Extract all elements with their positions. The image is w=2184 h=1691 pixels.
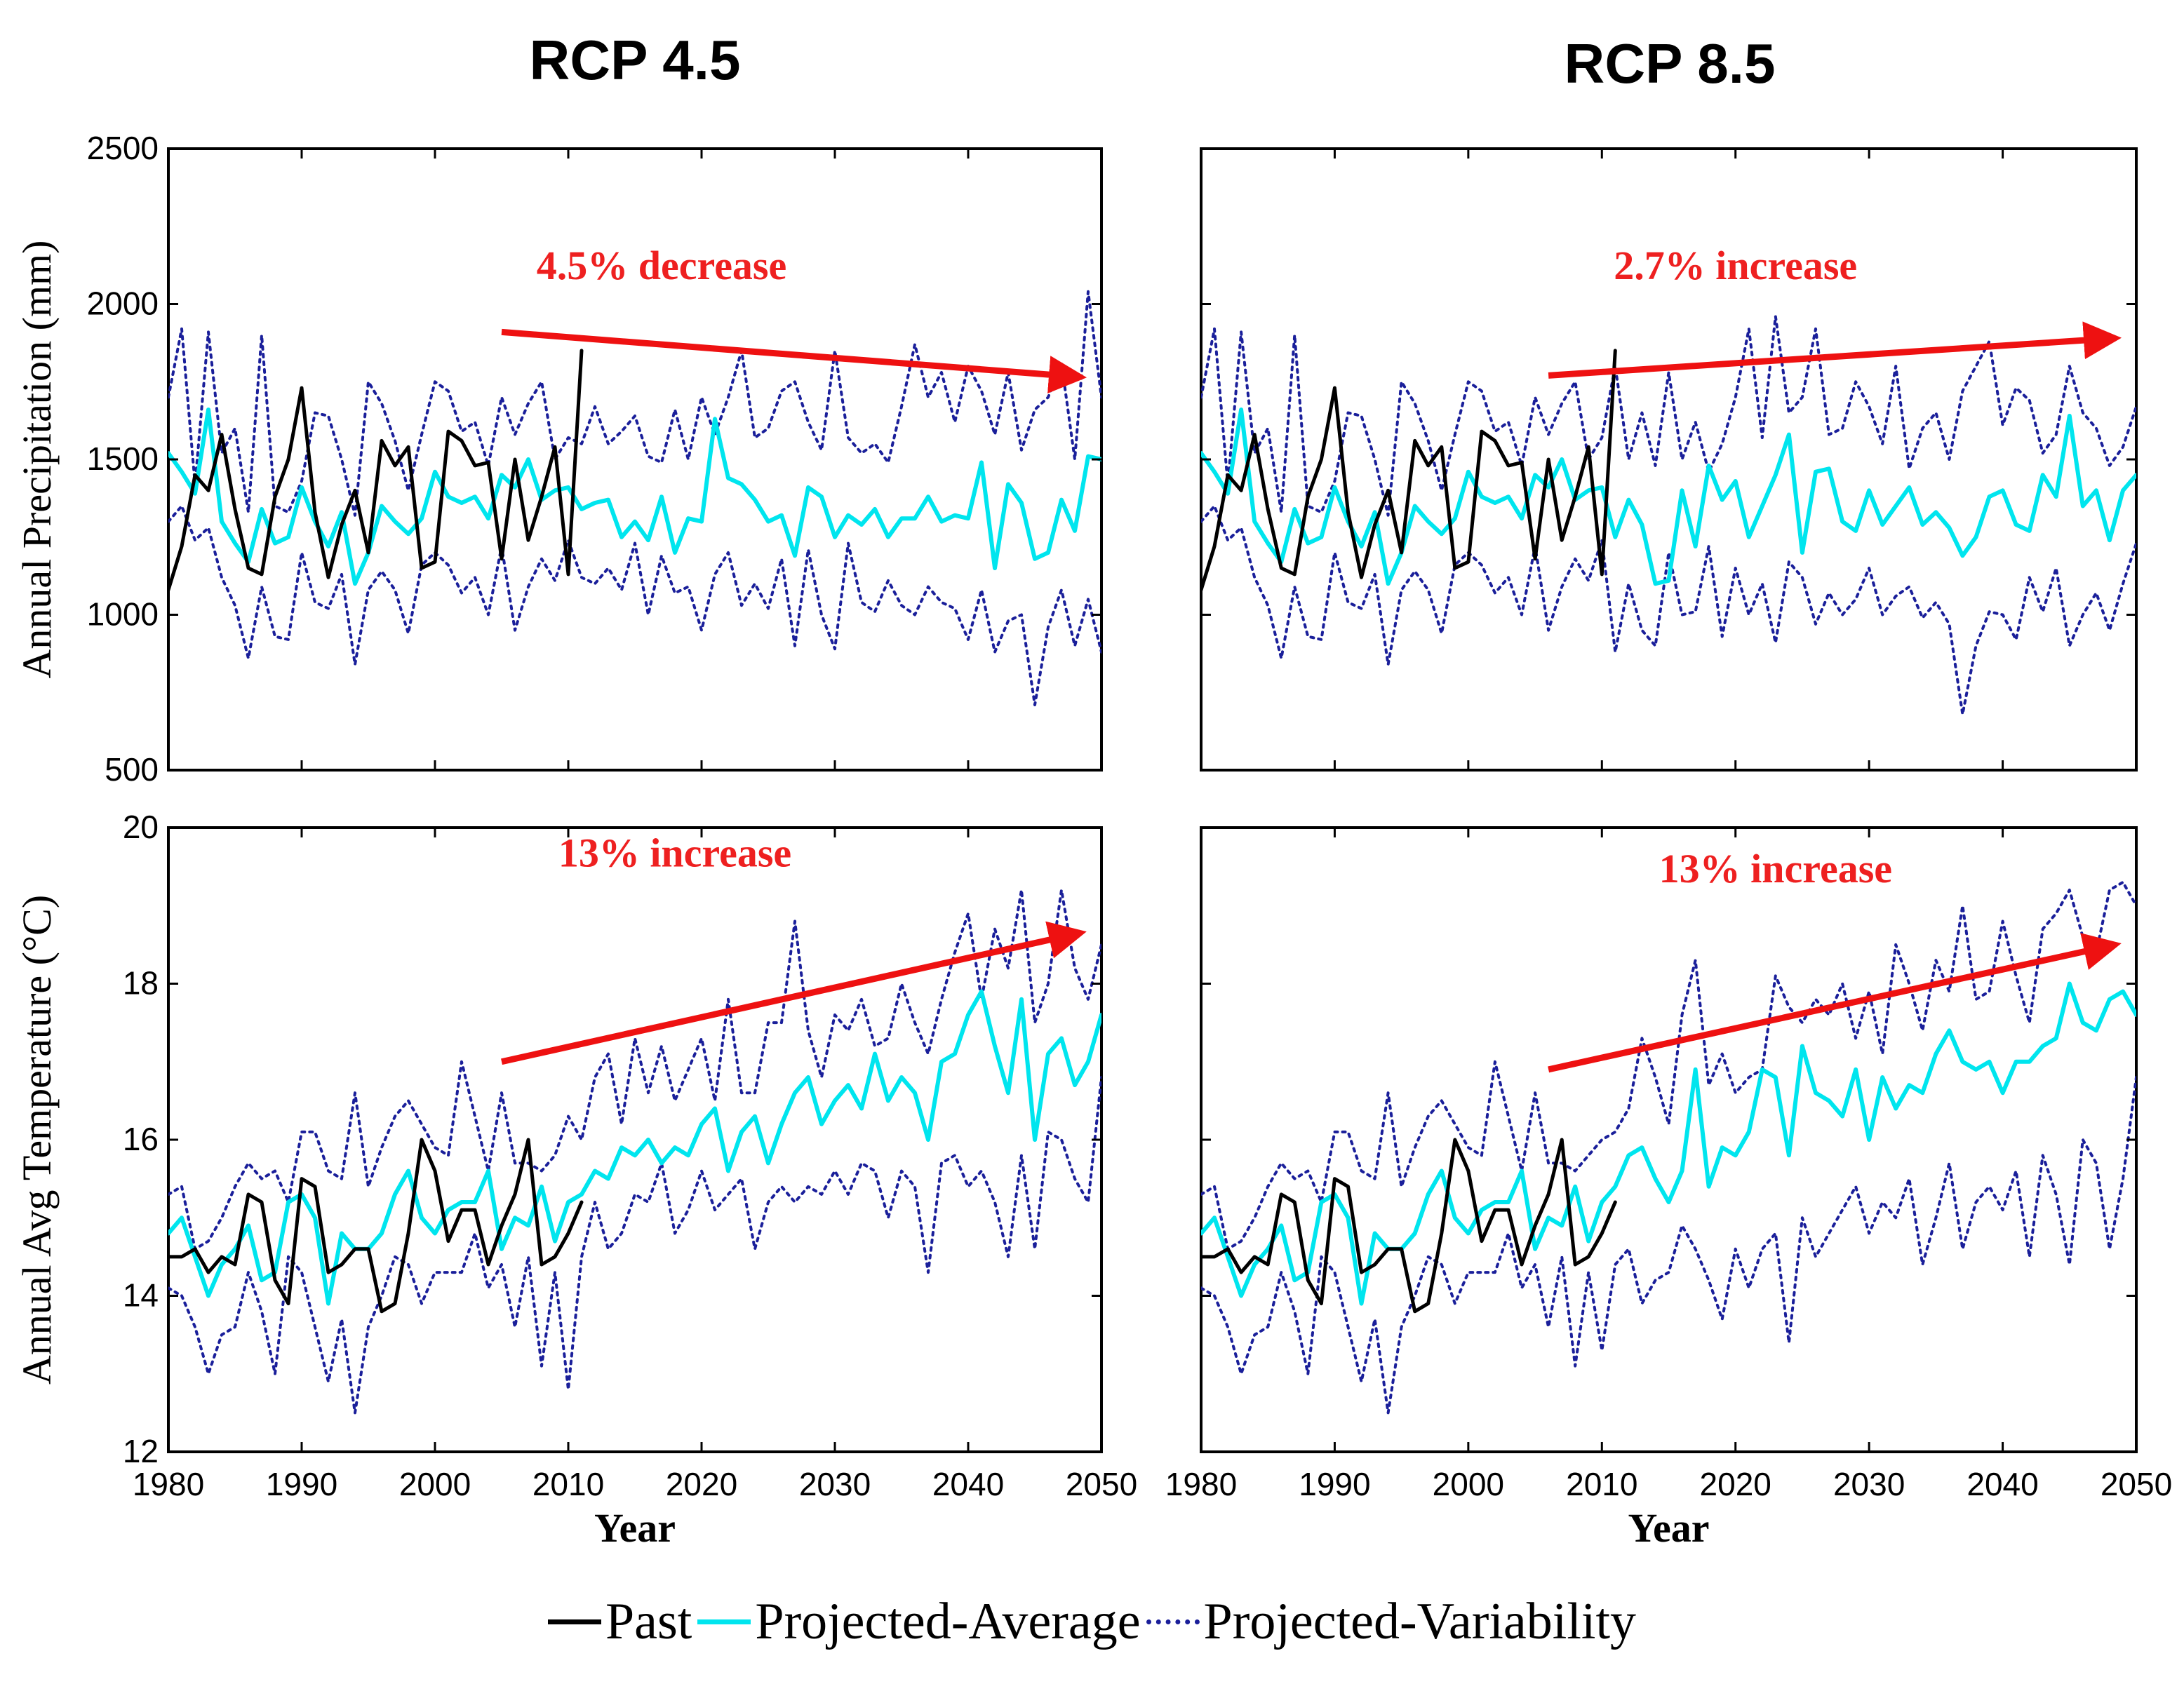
x-tick-label: 2040 [1967, 1466, 2038, 1502]
x-tick-label: 2010 [532, 1466, 604, 1502]
trend-arrow [501, 328, 1087, 394]
title-rcp45: RCP 4.5 [529, 29, 741, 91]
series-projected-variability-lower [168, 504, 1101, 706]
y-tick-label: 14 [123, 1277, 159, 1314]
series-projected-variability-lower [1201, 1076, 2136, 1415]
series-past [1201, 1138, 1617, 1314]
x-tick-label: 2030 [799, 1466, 871, 1502]
x-tick-label: 2050 [2101, 1466, 2172, 1502]
series-projected-variability-upper [168, 290, 1101, 517]
series-projected-variability-lower [168, 1076, 1101, 1415]
series-past [168, 1138, 584, 1314]
series-projected-average [1201, 981, 2136, 1306]
x-tick-label: 1980 [1165, 1466, 1237, 1502]
plot-frame [1200, 826, 2138, 1453]
legend: Past Projected-Average Projected-Variabi… [0, 1592, 2184, 1652]
legend-swatch-projected-variability [1146, 1619, 1200, 1624]
trend-annotation: 13% increase [558, 830, 791, 876]
legend-item-projected-variability: Projected-Variability [1146, 1592, 1636, 1652]
trend-annotation: 2.7% increase [1614, 243, 1857, 288]
panel-temp-rcp85: 1980 1990 2000 2010 2020 2030 2040 2050 Year 13% … [1165, 826, 2172, 1551]
y-tick-label: 2500 [87, 130, 159, 166]
x-axis-label: Year [1628, 1505, 1710, 1551]
y-tick-label: 1500 [87, 440, 159, 477]
series-past [168, 349, 584, 592]
legend-item-projected-average: Projected-Average [697, 1592, 1141, 1652]
x-tick-label: 2030 [1833, 1466, 1905, 1502]
y-tick-label: 1000 [87, 596, 159, 633]
x-axis-label: Year [594, 1505, 676, 1551]
x-tick-label: 2010 [1566, 1466, 1637, 1502]
series-projected-variability-upper [1201, 880, 2136, 1251]
y-tick-label: 16 [123, 1121, 159, 1157]
y-axis-label: Annual Avg Temperature (°C) [14, 895, 60, 1385]
series-projected-variability-lower [1201, 504, 2136, 716]
legend-swatch-projected-average [697, 1619, 751, 1624]
y-axis-label: Annual Precipitation (mm) [14, 241, 60, 679]
x-tick-label: 1990 [266, 1466, 337, 1502]
panel-precip-rcp85: 2.7% increase [1200, 147, 2138, 772]
trend-arrow [501, 921, 1087, 1065]
series-group [168, 889, 1101, 1415]
legend-swatch-past [547, 1619, 601, 1624]
y-tick-label: 500 [105, 751, 159, 788]
series-group [1201, 315, 2136, 716]
legend-label-projected-variability: Projected-Variability [1203, 1593, 1637, 1650]
trend-annotation: 13% increase [1659, 846, 1892, 891]
x-tick-label: 1990 [1299, 1466, 1370, 1502]
legend-label-past: Past [605, 1593, 692, 1650]
x-tick-label: 2050 [1066, 1466, 1137, 1502]
y-tick-label: 18 [123, 965, 159, 1002]
x-tick-label: 2040 [932, 1466, 1004, 1502]
x-tick-label: 2000 [1433, 1466, 1504, 1502]
x-tick-label: 1980 [133, 1466, 204, 1502]
series-projected-variability-upper [1201, 315, 2136, 517]
panel-temp-rcp45: 12 14 16 18 20 Annual Avg Temperature (°C) 198… [14, 809, 1137, 1551]
y-tick-label: 2000 [87, 285, 159, 322]
trend-arrow [1548, 321, 2122, 379]
series-projected-average [168, 989, 1101, 1306]
legend-label-projected-average: Projected-Average [755, 1593, 1141, 1650]
trend-annotation: 4.5% decrease [537, 243, 787, 288]
trend-arrow [1548, 933, 2122, 1073]
panel-precip-rcp45: 500 1000 1500 2000 2500 Annual Precipitation … [14, 130, 1103, 788]
y-tick-label: 12 [123, 1433, 159, 1469]
title-rcp85: RCP 8.5 [1564, 32, 1776, 95]
y-tick-label: 20 [123, 809, 159, 845]
series-past [1201, 349, 1617, 592]
series-projected-average [1201, 407, 2136, 586]
x-tick-label: 2020 [666, 1466, 737, 1502]
legend-item-past: Past [547, 1592, 692, 1652]
x-tick-label: 2020 [1700, 1466, 1771, 1502]
x-tick-label: 2000 [399, 1466, 471, 1502]
plot-frame [167, 147, 1103, 772]
plot-frame [1200, 147, 2138, 772]
series-group [1201, 880, 2136, 1415]
series-projected-average [168, 407, 1101, 586]
plot-frame [167, 826, 1103, 1453]
series-projected-variability-upper [168, 889, 1101, 1251]
series-group [168, 290, 1101, 706]
